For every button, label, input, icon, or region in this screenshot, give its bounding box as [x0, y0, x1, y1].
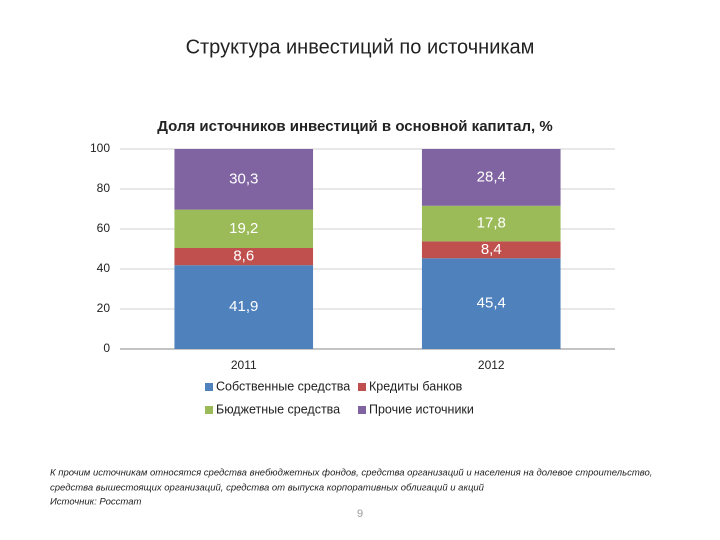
legend-swatch: [205, 383, 213, 391]
legend-label: Прочие источники: [369, 402, 474, 416]
x-tick-label: 2011: [231, 358, 257, 372]
footnote: К прочим источникам относятся средства в…: [50, 468, 652, 479]
bar-segment: [174, 209, 314, 248]
bar-segment: [421, 149, 561, 206]
y-tick-label: 0: [103, 341, 110, 355]
footnote: средства вышестоящих организаций, средст…: [50, 483, 485, 494]
legend-swatch: [358, 383, 366, 391]
y-tick-label: 100: [90, 141, 110, 155]
legend-label: Бюджетные средства: [216, 402, 340, 416]
page-number: 9: [357, 508, 363, 520]
source: Источник: Росстат: [50, 497, 142, 508]
legend-swatch: [205, 406, 213, 414]
legend-label: Собственные средства: [216, 379, 350, 393]
chart-title: Доля источников инвестиций в основной ка…: [157, 118, 552, 135]
bar-segment: [174, 149, 314, 210]
data-label: 8,4: [481, 241, 502, 258]
bar-segment: [174, 265, 314, 349]
data-label: 45,4: [477, 295, 506, 312]
data-label: 28,4: [477, 168, 506, 185]
x-tick-label: 2012: [478, 358, 505, 372]
slide-title: Структура инвестиций по источникам: [186, 36, 535, 58]
data-label: 30,3: [229, 170, 258, 187]
data-label: 19,2: [229, 220, 258, 237]
y-tick-label: 20: [97, 301, 111, 315]
y-tick-label: 60: [97, 221, 111, 235]
data-label: 41,9: [229, 298, 258, 315]
bar-segment: [421, 241, 561, 259]
bar-segment: [421, 205, 561, 242]
y-tick-label: 40: [97, 261, 111, 275]
y-tick-label: 80: [97, 181, 111, 195]
data-label: 8,6: [233, 248, 254, 265]
legend-label: Кредиты банков: [369, 379, 463, 393]
legend-swatch: [358, 406, 366, 414]
bar-segment: [421, 258, 561, 349]
data-label: 17,8: [477, 215, 506, 232]
bar-segment: [174, 248, 314, 266]
